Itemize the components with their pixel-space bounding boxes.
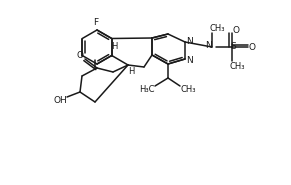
Text: O: O: [249, 43, 255, 51]
Text: S: S: [230, 41, 236, 51]
Text: CH₃: CH₃: [209, 23, 225, 33]
Text: N: N: [187, 36, 194, 46]
Text: CH₃: CH₃: [229, 61, 245, 70]
Text: OH: OH: [53, 95, 67, 105]
Text: CH₃: CH₃: [180, 85, 196, 93]
Text: N: N: [187, 56, 194, 65]
Text: N: N: [206, 41, 212, 50]
Text: H₃C: H₃C: [139, 85, 155, 93]
Text: H: H: [111, 42, 118, 51]
Text: F: F: [93, 18, 99, 27]
Text: O: O: [233, 26, 239, 34]
Text: H: H: [128, 66, 134, 75]
Text: O: O: [77, 51, 84, 60]
